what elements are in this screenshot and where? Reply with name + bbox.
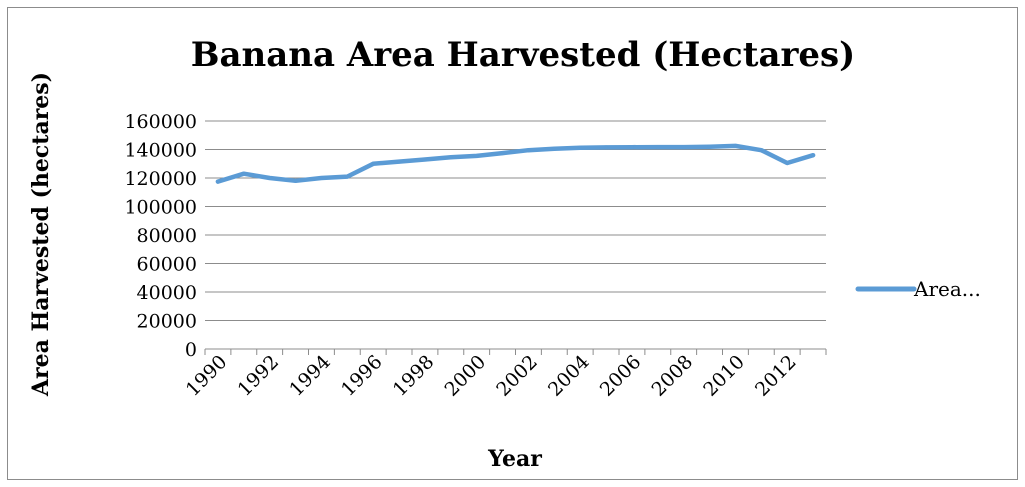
data-point bbox=[526, 148, 531, 153]
data-point bbox=[345, 174, 350, 179]
y-axis-title: Area Harvested (hectares) bbox=[28, 72, 54, 397]
y-tick-label: 60000 bbox=[137, 254, 197, 276]
data-point bbox=[293, 178, 298, 183]
x-tick-label: 1994 bbox=[285, 351, 335, 401]
data-point bbox=[267, 176, 272, 180]
data-point bbox=[759, 148, 764, 153]
gridlines bbox=[204, 120, 827, 355]
series-line bbox=[215, 143, 816, 184]
data-point bbox=[215, 179, 220, 184]
data-point bbox=[629, 145, 634, 150]
data-point bbox=[578, 145, 583, 150]
y-tick-labels: 0 20000 40000 60000 80000 100000 120000 140000 1… bbox=[124, 111, 197, 361]
x-tick-labels: 1990 1992 1994 1996 1998 2000 2002 2004 2006 2008… bbox=[182, 351, 801, 401]
x-tick-label: 1998 bbox=[389, 351, 439, 401]
y-tick-label: 120000 bbox=[124, 168, 197, 190]
x-axis-title: Year bbox=[487, 446, 542, 472]
x-tick-label: 2000 bbox=[440, 351, 490, 401]
y-tick-label: 100000 bbox=[124, 197, 197, 219]
x-tick-label: 2002 bbox=[492, 351, 542, 401]
data-point bbox=[655, 145, 660, 150]
y-tick-label: 140000 bbox=[124, 140, 197, 162]
data-point bbox=[422, 157, 427, 162]
legend-label: Area... bbox=[913, 277, 981, 301]
x-tick-label: 2006 bbox=[596, 351, 646, 401]
x-tick-label: 1996 bbox=[337, 351, 387, 401]
data-point bbox=[500, 151, 505, 156]
y-tick-label: 0 bbox=[185, 339, 197, 361]
data-point bbox=[811, 153, 816, 158]
chart-frame bbox=[7, 7, 1018, 480]
legend: Area... bbox=[855, 277, 981, 301]
data-point bbox=[707, 144, 712, 149]
y-tick-label: 80000 bbox=[137, 225, 197, 247]
series-layer bbox=[215, 143, 816, 184]
y-tick-label: 160000 bbox=[124, 111, 197, 133]
data-point bbox=[474, 153, 479, 158]
data-point bbox=[785, 161, 790, 166]
data-point bbox=[448, 155, 453, 160]
x-tick-label: 2008 bbox=[647, 351, 697, 401]
data-point bbox=[552, 146, 557, 151]
data-point bbox=[681, 145, 686, 150]
data-point bbox=[241, 171, 246, 176]
data-point bbox=[733, 143, 738, 148]
y-tick-label: 40000 bbox=[137, 282, 197, 304]
y-tick-label: 20000 bbox=[137, 311, 197, 333]
data-point bbox=[319, 176, 324, 180]
data-point bbox=[397, 159, 402, 164]
data-point bbox=[604, 145, 609, 150]
x-tick-label: 1992 bbox=[233, 351, 283, 401]
x-tick-label: 2012 bbox=[751, 351, 801, 401]
data-point bbox=[371, 161, 376, 166]
x-tick-label: 2004 bbox=[544, 351, 594, 401]
x-tick-label: 2010 bbox=[699, 351, 749, 401]
chart-title: Banana Area Harvested (Hectares) bbox=[191, 35, 856, 75]
